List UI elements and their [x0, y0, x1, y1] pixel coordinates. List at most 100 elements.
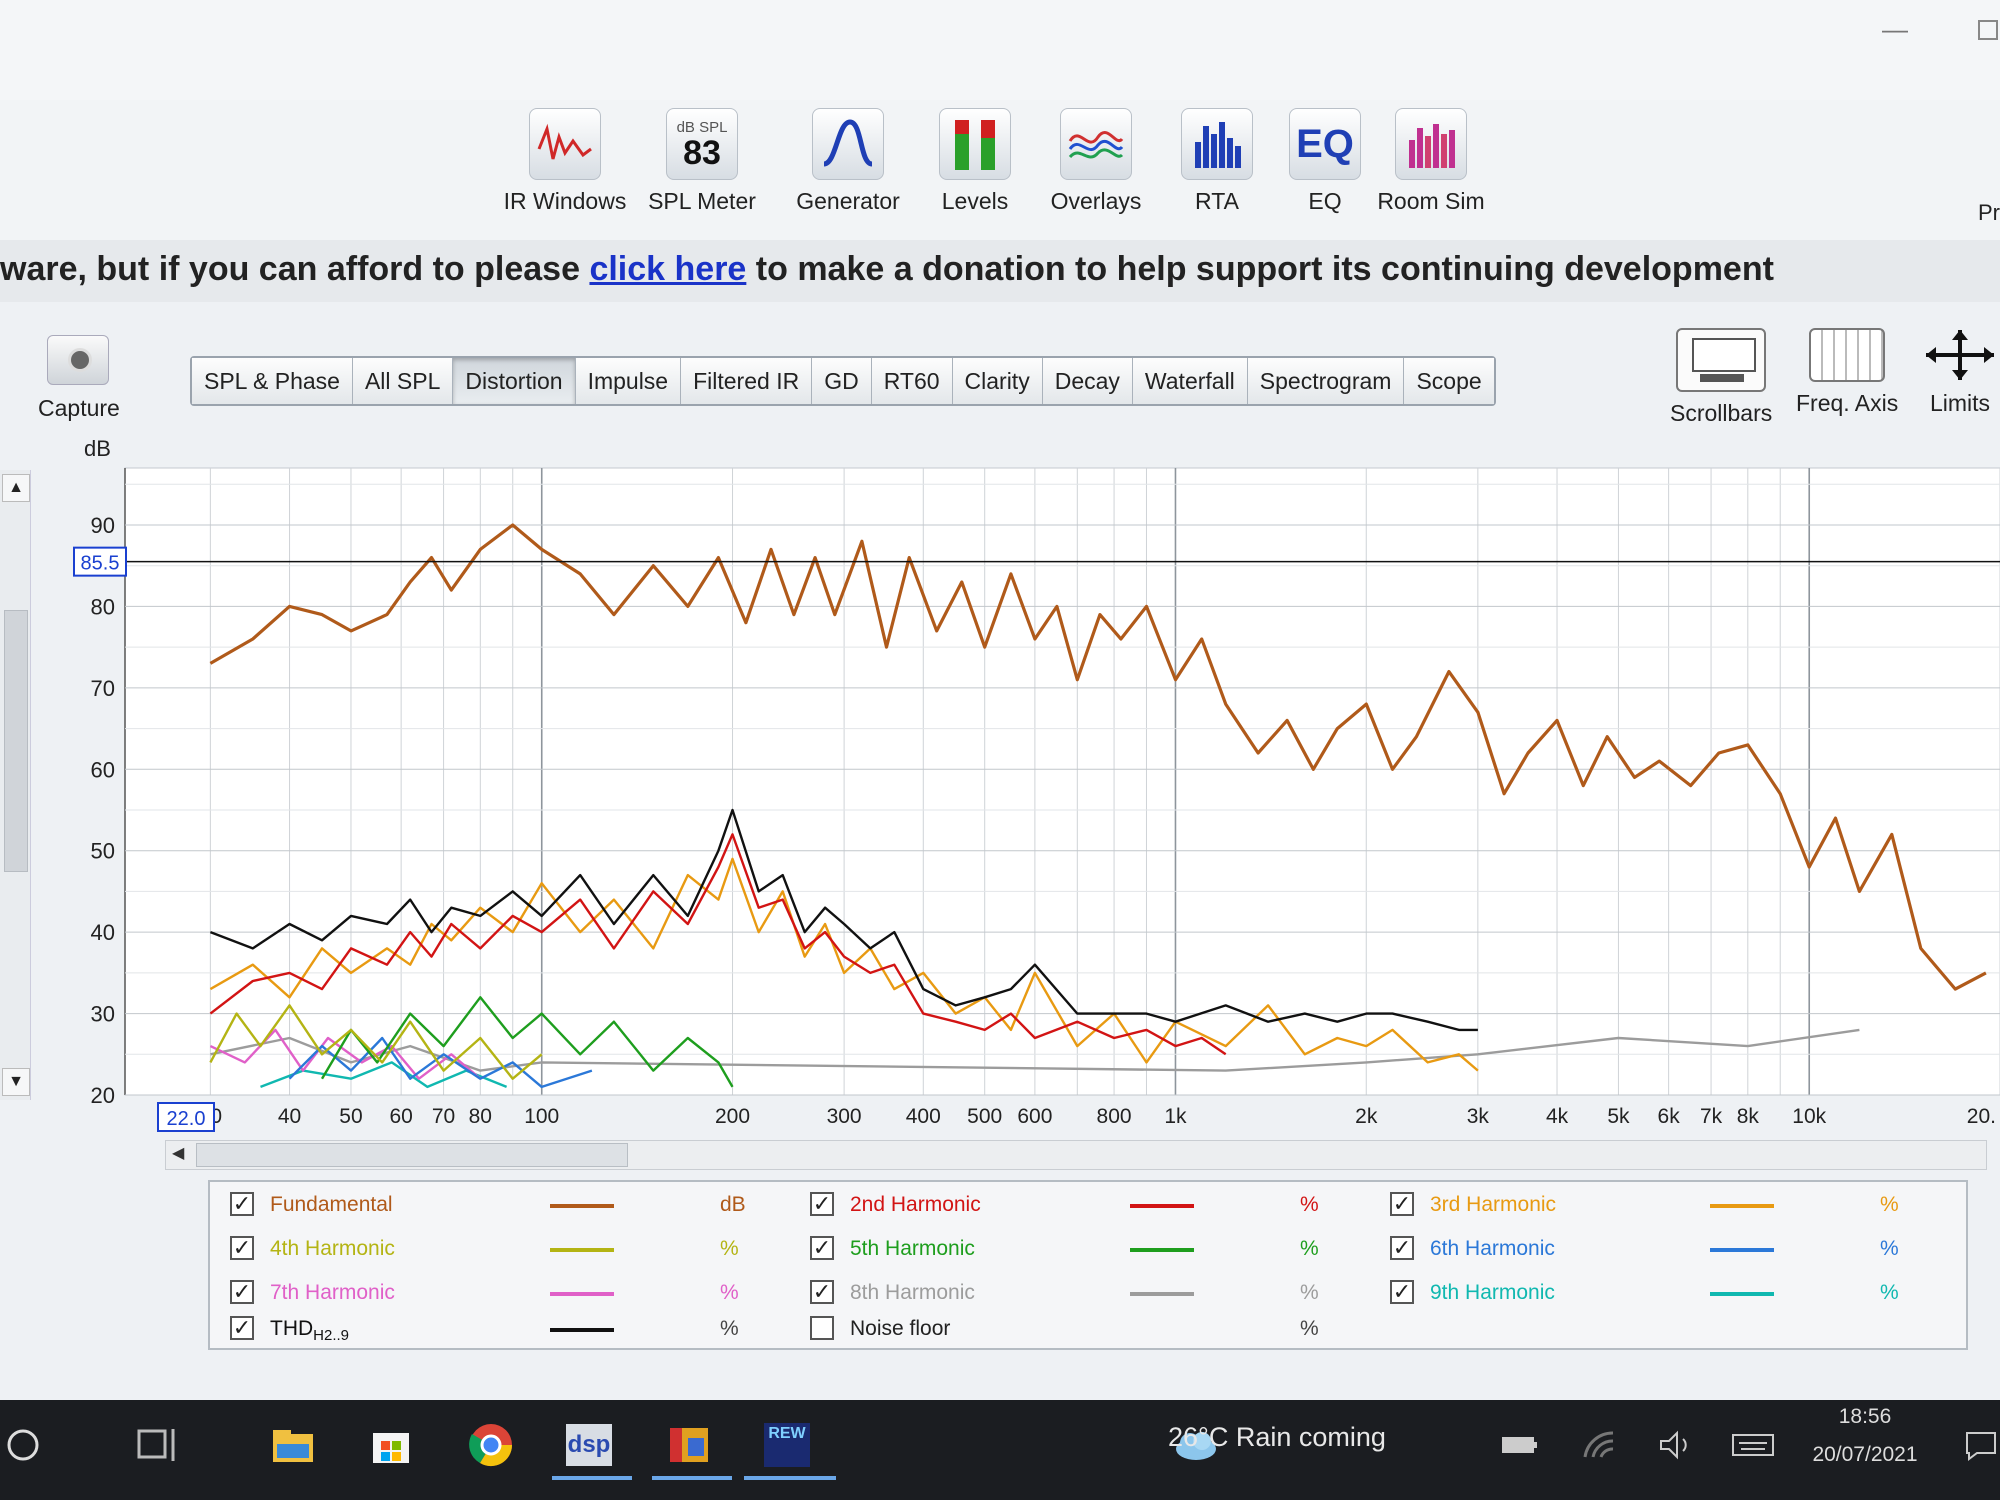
legend-checkbox[interactable]: ✓	[1390, 1192, 1414, 1216]
maximize-button[interactable]	[1978, 20, 1998, 40]
spl-meter-value: 83	[683, 133, 721, 172]
freq-axis-button[interactable]: Freq. Axis	[1796, 328, 1898, 417]
x-tick-label: 5k	[1607, 1105, 1630, 1128]
volume-icon[interactable]	[1652, 1420, 1702, 1470]
file-explorer-icon[interactable]	[268, 1420, 318, 1470]
tool-label: Room Sim	[1377, 188, 1485, 214]
legend-checkbox[interactable]: ✓	[230, 1316, 254, 1340]
donation-link[interactable]: click here	[589, 250, 747, 288]
tab-scope[interactable]: Scope	[1404, 358, 1494, 404]
scroll-down-icon[interactable]: ▼	[2, 1068, 30, 1096]
legend-unit: dB	[720, 1193, 746, 1216]
scrollbars-button[interactable]: Scrollbars	[1670, 328, 1772, 427]
legend-checkbox[interactable]: ✓	[810, 1280, 834, 1304]
legend-checkbox[interactable]: ✓	[230, 1280, 254, 1304]
series-line-2nd-harmonic	[209, 833, 1227, 1056]
legend-item-9th-harmonic: ✓ 9th Harmonic%	[1390, 1280, 1950, 1310]
levels-button[interactable]: Levels	[910, 108, 1040, 215]
weather-text[interactable]: 26°C Rain coming	[1168, 1422, 1386, 1452]
spl-meter-button[interactable]: dB SPL 83 SPL Meter	[637, 108, 767, 215]
hscroll-thumb[interactable]	[196, 1143, 628, 1167]
levels-icon	[939, 108, 1011, 180]
preferences-button-cut[interactable]: Pr	[1978, 200, 2000, 225]
x-tick-label: 80	[469, 1105, 492, 1128]
legend-checkbox[interactable]: ✓	[230, 1236, 254, 1260]
tab-clarity[interactable]: Clarity	[952, 358, 1043, 404]
horizontal-scrollbar[interactable]: ◀	[165, 1140, 1987, 1170]
scroll-thumb[interactable]	[4, 610, 28, 872]
overlays-button[interactable]: Overlays	[1031, 108, 1161, 215]
legend-label-text: 6th Harmonic	[1430, 1237, 1555, 1260]
rta-button[interactable]: RTA	[1152, 108, 1282, 215]
notifications-icon[interactable]	[1956, 1420, 2000, 1470]
trace-legend: ✓ Fundamental dB ✓ 2nd Harmonic% ✓ 3rd Harmoni…	[208, 1180, 1968, 1350]
x-tick-label: 7k	[1700, 1105, 1723, 1128]
x-tick-label: 60	[389, 1105, 412, 1128]
clock[interactable]: 18:56 20/07/2021	[1800, 1398, 1930, 1474]
ir-windows-button[interactable]: IR Windows	[500, 108, 630, 215]
y-tick-label: 30	[91, 1002, 115, 1027]
donation-text: ware, but if you can afford to please cl…	[0, 250, 1774, 289]
tab-distortion[interactable]: Distortion	[453, 358, 576, 404]
chart-grid	[124, 468, 2000, 1096]
scroll-up-icon[interactable]: ▲	[2, 474, 30, 502]
rew-app-icon[interactable]: REW	[762, 1420, 812, 1470]
legend-checkbox[interactable]: ✓	[1390, 1280, 1414, 1304]
tab-rt60[interactable]: RT60	[871, 358, 953, 404]
y-tick-label: 90	[91, 513, 115, 538]
legend-checkbox[interactable]: ✓	[1390, 1236, 1414, 1260]
legend-checkbox[interactable]: ✓	[810, 1192, 834, 1216]
wifi-icon[interactable]	[1576, 1420, 1626, 1470]
dsp-app-icon[interactable]: dsp	[564, 1420, 614, 1470]
legend-checkbox[interactable]: ✓	[230, 1192, 254, 1216]
y-tick-label: 80	[91, 594, 115, 619]
distortion-chart[interactable]: 20 30 40 50 60 70 80 90 30 40 50 60 70 80 100 200 300 40…	[0, 430, 2000, 1150]
minimize-button[interactable]: —	[1882, 14, 1908, 44]
tab-spl-phase[interactable]: SPL & Phase	[192, 358, 353, 404]
tab-impulse[interactable]: Impulse	[575, 358, 682, 404]
tool-label: Overlays	[1050, 188, 1142, 214]
x-tick-label: 100	[524, 1105, 559, 1128]
tab-decay[interactable]: Decay	[1042, 358, 1133, 404]
ir-windows-icon	[529, 108, 601, 180]
chrome-icon[interactable]	[466, 1420, 516, 1470]
clock-time: 18:56	[1838, 1405, 1892, 1428]
legend-unit: %	[1300, 1193, 1319, 1216]
scroll-left-icon[interactable]: ◀	[172, 1145, 185, 1162]
tab-waterfall[interactable]: Waterfall	[1132, 358, 1248, 404]
series-line-thd	[209, 808, 1478, 1032]
capture-button[interactable]: Capture	[38, 335, 120, 422]
spl-meter-unit: dB SPL	[676, 118, 728, 136]
series-line-5th-harmonic	[320, 996, 734, 1088]
store-icon[interactable]	[366, 1420, 416, 1470]
app-window-icon[interactable]	[664, 1420, 714, 1470]
keyboard-icon[interactable]	[1728, 1420, 1778, 1470]
legend-checkbox[interactable]	[810, 1316, 834, 1340]
eq-button[interactable]: EQ EQ	[1260, 108, 1390, 215]
series-line-8th-harmonic	[210, 1028, 1860, 1072]
legend-item-7th-harmonic: ✓ 7th Harmonic%	[230, 1280, 790, 1310]
search-icon[interactable]	[0, 1420, 50, 1470]
active-indicator	[552, 1476, 632, 1480]
y-tick-label: 20	[91, 1083, 115, 1108]
tab-spectrogram[interactable]: Spectrogram	[1247, 358, 1405, 404]
donation-text-post: to make a donation to help support its c…	[746, 250, 1774, 288]
limits-button[interactable]: Limits	[1922, 328, 1998, 417]
tool-label: RTA	[1195, 188, 1239, 214]
room-sim-button[interactable]: Room Sim	[1366, 108, 1496, 215]
tab-all-spl[interactable]: All SPL	[352, 358, 454, 404]
legend-checkbox[interactable]: ✓	[810, 1236, 834, 1260]
limits-icon	[1922, 328, 1998, 382]
capture-label: Capture	[38, 395, 120, 421]
battery-icon[interactable]	[1496, 1420, 1546, 1470]
generator-button[interactable]: Generator	[783, 108, 913, 215]
x-tick-label: 10k	[1792, 1105, 1826, 1128]
y-tick-label: 60	[91, 757, 115, 782]
x-tick-label: 3k	[1467, 1105, 1490, 1128]
legend-swatch	[550, 1328, 614, 1332]
tab-filtered-ir[interactable]: Filtered IR	[681, 358, 813, 404]
tab-gd[interactable]: GD	[812, 358, 872, 404]
x-tick-label: 70	[432, 1105, 455, 1128]
vertical-scrollbar[interactable]: ▲ ▼	[0, 470, 31, 1100]
task-view-icon[interactable]	[132, 1420, 182, 1470]
